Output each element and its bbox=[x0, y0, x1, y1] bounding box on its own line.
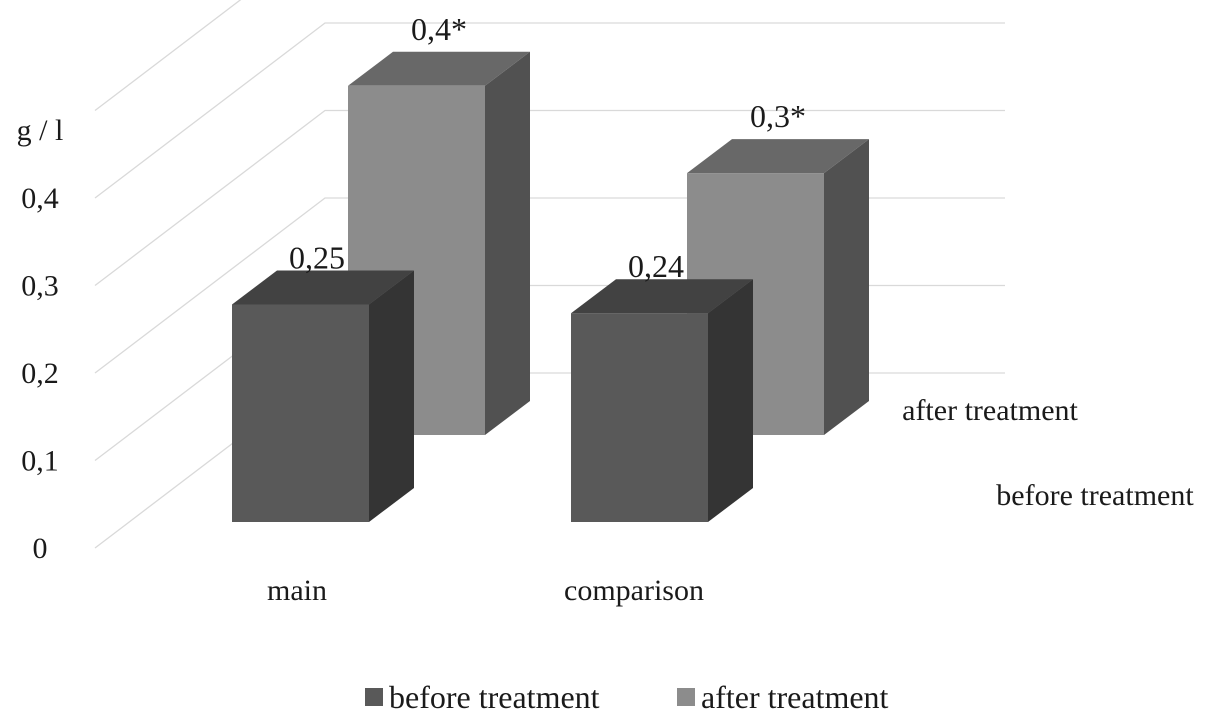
bar-side-face bbox=[708, 279, 753, 522]
bar-after-treatment-main bbox=[348, 51, 530, 436]
legend: before treatment after treatment bbox=[365, 679, 889, 715]
data-label: 0,24 bbox=[628, 248, 684, 284]
bar-before-treatment-comparison bbox=[571, 279, 753, 522]
back-series-bars bbox=[348, 51, 869, 436]
depth-axis-label: after treatment bbox=[902, 394, 1078, 427]
bar-top-face bbox=[348, 51, 530, 86]
bar-front-face bbox=[232, 304, 369, 522]
y-tick-label: 0,1 bbox=[21, 445, 59, 478]
data-label: 0,3* bbox=[750, 98, 806, 134]
legend-label: before treatment bbox=[389, 679, 600, 715]
gridline bbox=[94, 22, 1005, 199]
unit-label: g / l bbox=[17, 114, 64, 147]
bar-side-face bbox=[369, 270, 414, 522]
y-tick-label: 0,4 bbox=[21, 182, 59, 215]
data-label: 0,25 bbox=[289, 240, 345, 276]
bar-side-face bbox=[824, 139, 869, 435]
category-label: main bbox=[267, 574, 327, 607]
y-tick-label: 0,3 bbox=[21, 270, 59, 303]
y-tick-label: 0 bbox=[33, 532, 48, 565]
legend-swatch bbox=[677, 688, 695, 706]
depth-axis-label: before treatment bbox=[996, 479, 1194, 512]
bar-front-face bbox=[571, 313, 708, 522]
bar-before-treatment-main bbox=[232, 270, 414, 522]
data-label: 0,4* bbox=[411, 11, 467, 47]
chart-labels: 0 0,1 0,2 0,3 0,4 g / l 0,4* 0,3* 0,25 0,24 main co… bbox=[17, 11, 1195, 607]
bar-side-face bbox=[485, 51, 530, 436]
front-series-bars bbox=[232, 270, 753, 522]
y-tick-label: 0,2 bbox=[21, 357, 59, 390]
legend-label: after treatment bbox=[701, 679, 889, 715]
bar-top-face bbox=[687, 139, 869, 174]
gridline bbox=[94, 109, 1005, 287]
gridline bbox=[94, 0, 242, 112]
category-label: comparison bbox=[564, 574, 704, 607]
bar-top-face bbox=[571, 279, 753, 314]
legend-swatch bbox=[365, 688, 383, 706]
bar-top-face bbox=[232, 270, 414, 305]
